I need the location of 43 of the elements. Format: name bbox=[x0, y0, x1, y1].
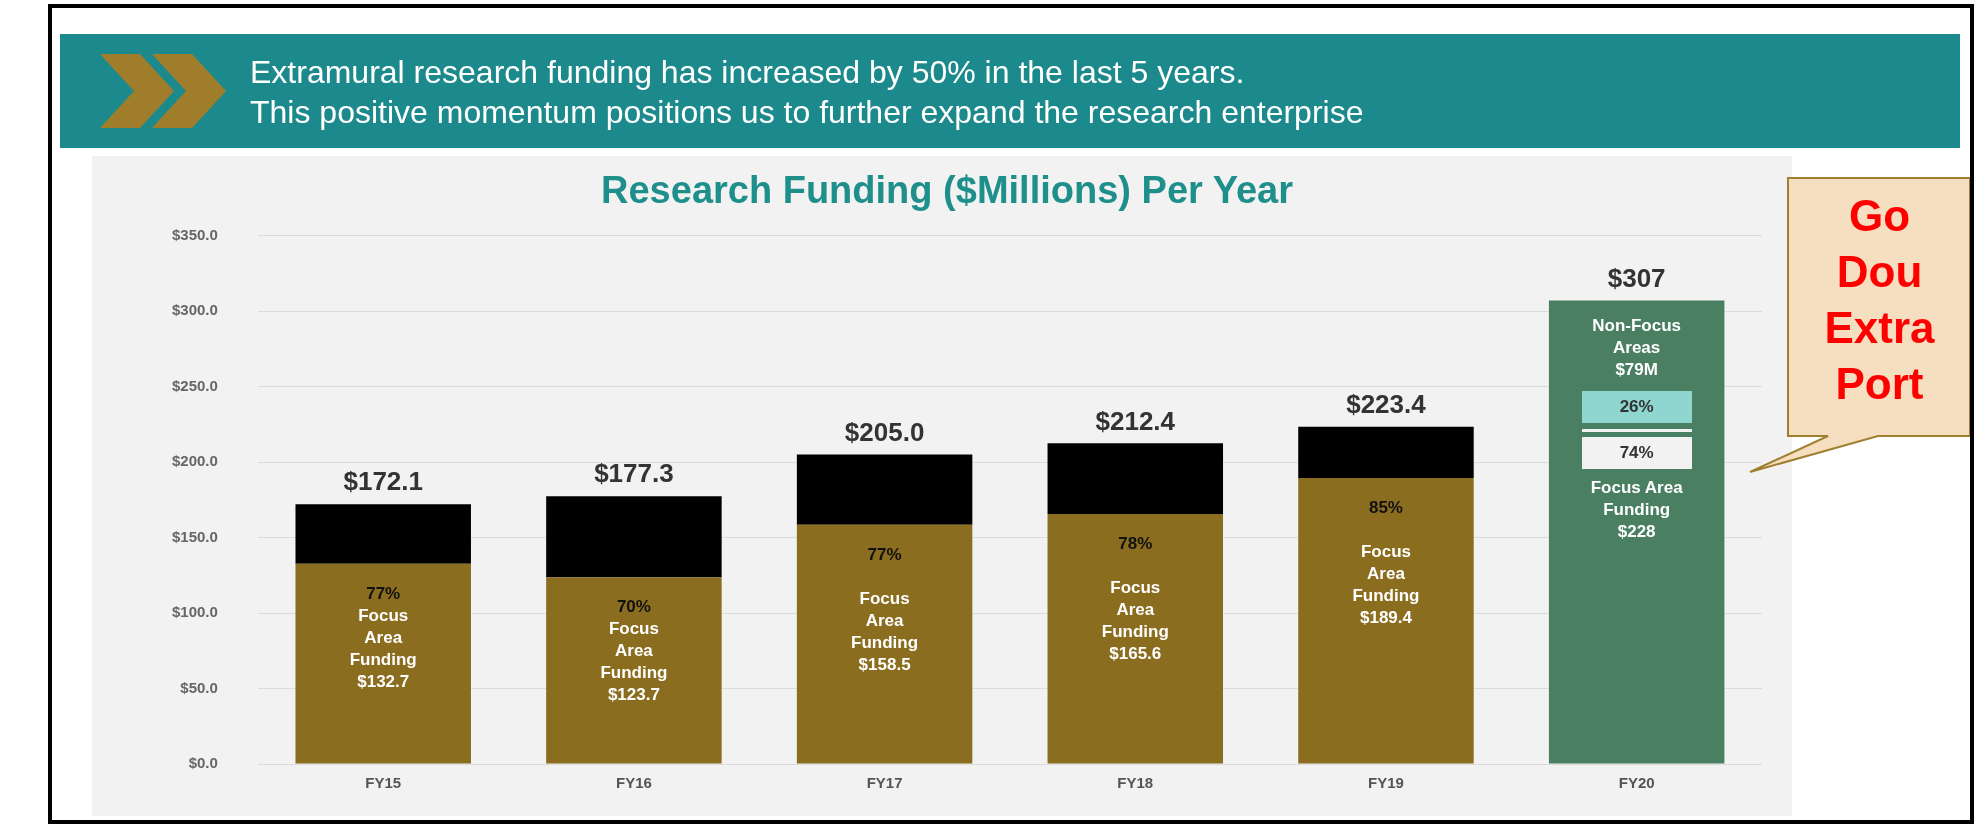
x-tick-label: FY19 bbox=[1368, 774, 1404, 792]
total-label: $307 bbox=[1607, 262, 1666, 293]
y-tick-label: $50.0 bbox=[180, 678, 218, 696]
y-tick-label: $250.0 bbox=[171, 376, 218, 394]
chart-title: Research Funding ($Millions) Per Year bbox=[601, 169, 1294, 212]
bar bbox=[1047, 513, 1224, 764]
bar bbox=[1298, 426, 1474, 479]
data-label: 77% Focus Area Funding $132.7 bbox=[349, 583, 417, 691]
y-tick-label: $150.0 bbox=[171, 527, 218, 545]
annotation: 74% bbox=[1618, 441, 1655, 464]
text: 85% Focus Area Funding $189.4 bbox=[1352, 498, 1420, 628]
annotation: 26% bbox=[1618, 395, 1655, 418]
annotation: Non-Focus Areas $79M bbox=[1591, 314, 1683, 381]
bar bbox=[1047, 443, 1224, 514]
bar bbox=[295, 563, 471, 764]
total-label: $172.1 bbox=[343, 466, 423, 497]
total-label: $212.4 bbox=[1095, 405, 1176, 436]
text: Go Dou Extra Port bbox=[1823, 190, 1936, 410]
x-tick-label: FY20 bbox=[1618, 774, 1655, 792]
total-label: $205.0 bbox=[844, 416, 925, 447]
bar bbox=[546, 577, 722, 764]
bar bbox=[1298, 478, 1474, 764]
y-tick-label: $200.0 bbox=[171, 452, 218, 470]
data-label: 70% Focus Area Funding $123.7 bbox=[600, 597, 668, 705]
x-tick-label: FY16 bbox=[615, 774, 652, 792]
y-tick-label: $100.0 bbox=[171, 603, 218, 621]
text: 77% Focus Area Funding $158.5 bbox=[851, 544, 919, 674]
y-tick-label: $350.0 bbox=[171, 225, 218, 243]
bar bbox=[796, 524, 973, 764]
annotation: Focus Area Funding $228 bbox=[1589, 476, 1684, 543]
total-label: $223.4 bbox=[1346, 388, 1427, 419]
y-tick-label: $300.0 bbox=[171, 301, 218, 319]
x-tick-label: FY17 bbox=[866, 774, 903, 792]
x-tick-label: FY18 bbox=[1117, 774, 1154, 792]
bar bbox=[546, 496, 722, 578]
y-tick-label: $0.0 bbox=[188, 754, 218, 772]
bar bbox=[796, 454, 973, 525]
bar bbox=[295, 504, 471, 564]
x-tick-label: FY15 bbox=[365, 774, 402, 792]
bar bbox=[1548, 300, 1725, 764]
text: 78% Focus Area Funding $165.6 bbox=[1101, 534, 1169, 664]
chart-subtitle: Extramural research funding has increased by 50% in the last 5 years. This positive momentum positions us to further expand the research enterprise bbox=[250, 53, 1364, 132]
total-label: $177.3 bbox=[594, 458, 674, 489]
